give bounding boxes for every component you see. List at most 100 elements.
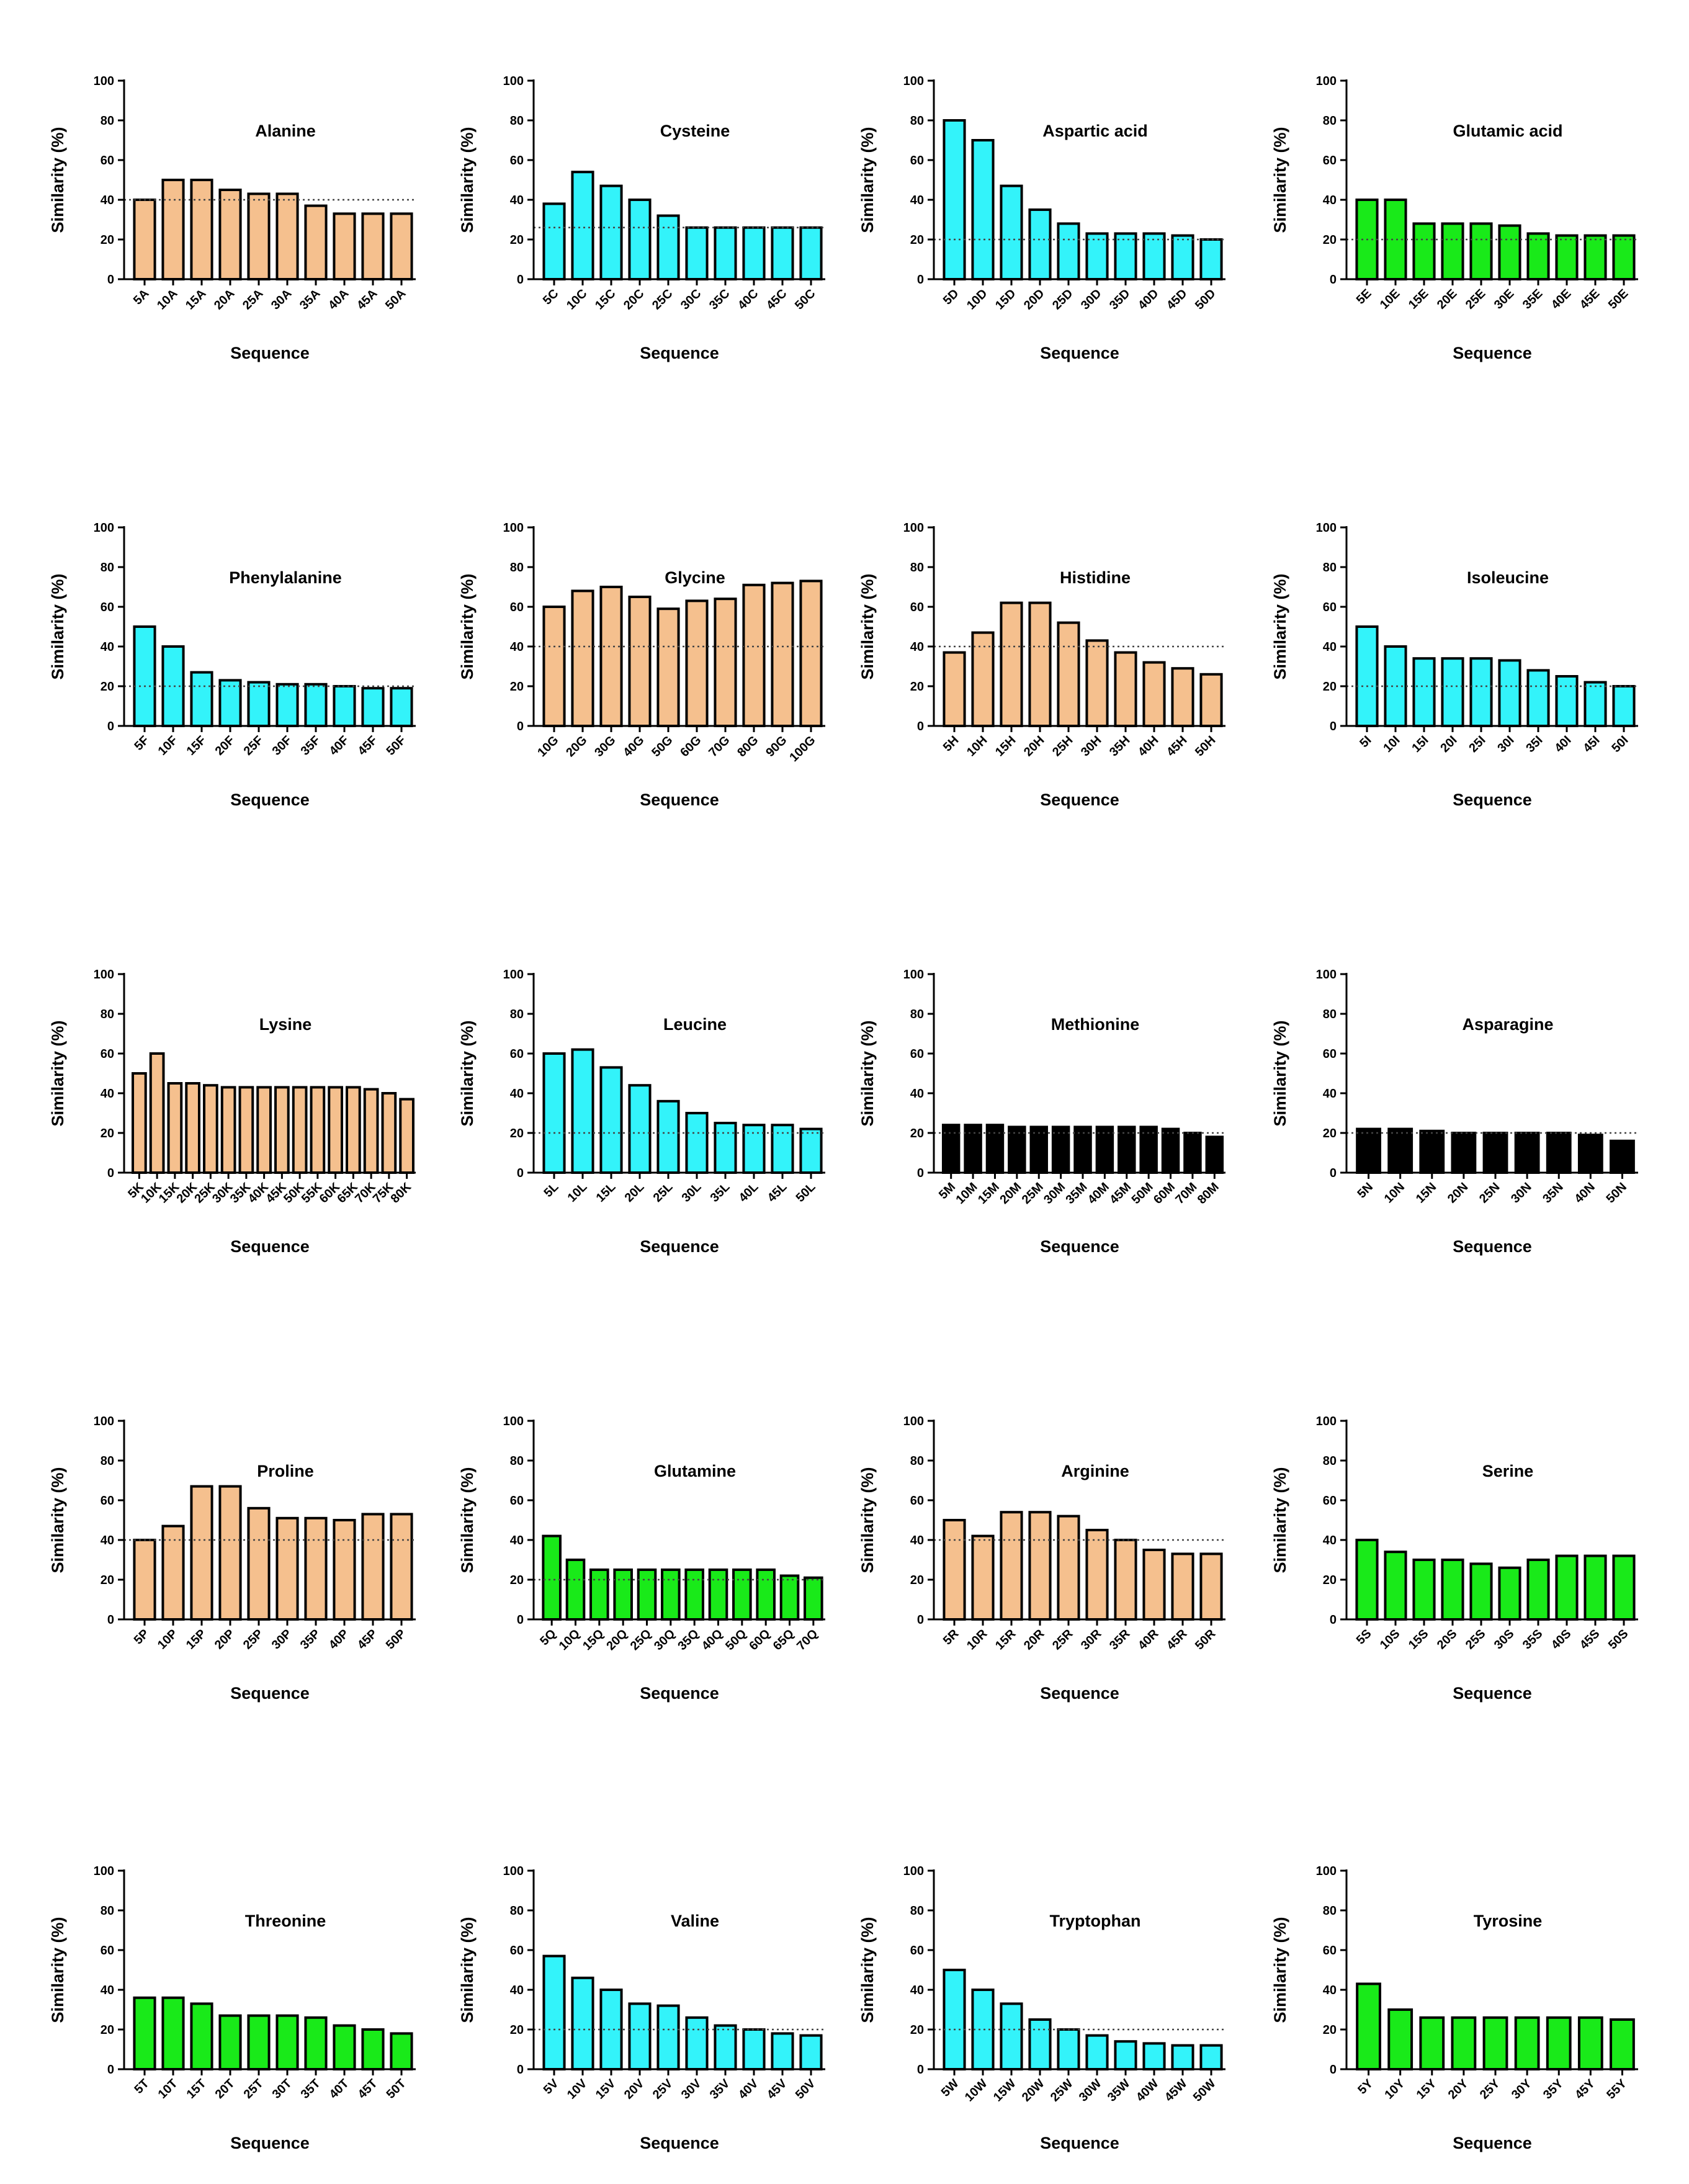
x-tick-label: 40T bbox=[327, 2077, 352, 2101]
y-tick-label: 0 bbox=[917, 2063, 924, 2077]
x-tick-label: 10C bbox=[564, 287, 590, 313]
x-tick-label: 50E bbox=[1606, 287, 1631, 312]
x-tick-label: 45P bbox=[355, 1627, 380, 1652]
bar-30t bbox=[276, 2014, 299, 2071]
y-axis-title: Similarity (%) bbox=[458, 1467, 477, 1573]
x-tick-label: 35E bbox=[1520, 287, 1546, 312]
bar-25n bbox=[1482, 1132, 1508, 1174]
x-tick-label: 40A bbox=[326, 287, 352, 313]
x-tick-label: 30P bbox=[269, 1627, 295, 1652]
chart-title: Methionine bbox=[1051, 1015, 1140, 1034]
x-tick-label: 50M bbox=[1129, 1180, 1156, 1207]
x-tick-label: 25M bbox=[1019, 1180, 1046, 1207]
y-tick-label: 100 bbox=[1316, 521, 1337, 535]
bar-40e bbox=[1555, 234, 1579, 281]
chart-svg: 0 20 40 60 80 100 5V 10V 15V 20V 25V 30V 35V 40V 45V 50… bbox=[458, 1864, 825, 2152]
chart-arginine: 0 20 40 60 80 100 5R 10R 15R 20R 25R 30R 35R 40R 45R 50… bbox=[835, 1384, 1232, 1731]
chart-title: Threonine bbox=[245, 1912, 326, 1930]
y-tick-label: 20 bbox=[101, 680, 114, 694]
x-tick-label: 45F bbox=[356, 733, 380, 758]
x-tick-label: 30A bbox=[269, 287, 295, 313]
x-tick-label: 10P bbox=[155, 1627, 181, 1652]
x-tick-label: 30H bbox=[1078, 733, 1104, 759]
y-tick-label: 100 bbox=[94, 1415, 114, 1428]
x-tick-label: 45M bbox=[1107, 1180, 1134, 1207]
bar-75k bbox=[381, 1092, 397, 1174]
bar-5t bbox=[133, 1996, 156, 2070]
bar-50s bbox=[1612, 1554, 1636, 1621]
chart-title: Asparagine bbox=[1462, 1015, 1553, 1034]
chart-svg: 0 20 40 60 80 100 5P 10P 15P 20P 25P 30P 35P 40P 45P 50… bbox=[48, 1415, 416, 1703]
y-tick-label: 80 bbox=[910, 1904, 924, 1918]
bar-50k bbox=[292, 1086, 308, 1174]
bar-50p bbox=[390, 1513, 413, 1621]
x-tick-label: 35F bbox=[298, 733, 323, 758]
y-tick-label: 100 bbox=[503, 521, 524, 535]
y-tick-label: 80 bbox=[101, 1454, 114, 1468]
y-tick-label: 0 bbox=[1330, 1613, 1337, 1627]
y-axis-title: Similarity (%) bbox=[458, 1917, 477, 2023]
x-tick-label: 5F bbox=[132, 733, 151, 753]
x-tick-label: 10Y bbox=[1382, 2077, 1407, 2102]
x-tick-label: 15A bbox=[183, 287, 209, 313]
x-axis-title: Sequence bbox=[1040, 790, 1119, 809]
y-tick-label: 20 bbox=[101, 233, 114, 247]
y-tick-label: 40 bbox=[910, 1984, 924, 1997]
y-tick-label: 20 bbox=[1323, 680, 1337, 694]
x-tick-label: 35M bbox=[1063, 1180, 1090, 1207]
y-tick-label: 40 bbox=[101, 1534, 114, 1547]
bar-50h bbox=[1199, 673, 1223, 727]
bar-25i bbox=[1469, 657, 1493, 728]
y-tick-label: 80 bbox=[101, 114, 114, 128]
x-tick-label: 45A bbox=[354, 287, 380, 313]
chart-svg: 0 20 40 60 80 100 5N 10N 15N 20N 25N 30N 35N 40N 50N Si… bbox=[1271, 968, 1638, 1256]
x-tick-label: 25V bbox=[650, 2077, 676, 2102]
y-tick-label: 20 bbox=[910, 2023, 924, 2037]
bar-30c bbox=[685, 226, 709, 280]
y-tick-label: 100 bbox=[903, 968, 924, 982]
y-tick-label: 20 bbox=[101, 2023, 114, 2037]
x-tick-label: 50T bbox=[384, 2077, 409, 2101]
y-tick-label: 20 bbox=[101, 1127, 114, 1140]
y-tick-label: 20 bbox=[510, 1573, 524, 1587]
chart-svg: 0 20 40 60 80 100 5W 10W 15W 20W 25W 30W 35W 40W 45W 50… bbox=[858, 1864, 1225, 2152]
chart-phenylalanine: 0 20 40 60 80 100 5F 10F 15F 20F 25F 30F 35F 40F 45F 50… bbox=[25, 490, 422, 838]
x-axis-title: Sequence bbox=[1040, 2134, 1119, 2152]
bar-30r bbox=[1085, 1529, 1109, 1621]
chart-svg: 0 20 40 60 80 100 5D 10D 15D 20D 25D 30D 35D 40D 45D 50… bbox=[858, 74, 1225, 362]
bar-5h bbox=[943, 651, 966, 728]
x-tick-label: 15T bbox=[184, 2077, 209, 2101]
bar-20f bbox=[218, 679, 242, 727]
y-tick-label: 0 bbox=[917, 720, 924, 733]
y-tick-label: 60 bbox=[510, 601, 524, 614]
x-tick-label: 90G bbox=[763, 733, 789, 759]
y-tick-label: 60 bbox=[1323, 1047, 1337, 1061]
x-tick-label: 15F bbox=[184, 733, 209, 758]
x-tick-label: 10N bbox=[1382, 1180, 1408, 1206]
bar-30h bbox=[1085, 639, 1109, 727]
bar-10p bbox=[161, 1524, 185, 1621]
bar-40i bbox=[1555, 675, 1579, 727]
y-axis-title: Similarity (%) bbox=[458, 1020, 477, 1126]
x-tick-label: 50V bbox=[793, 2077, 818, 2102]
chart-svg: 0 20 40 60 80 100 5R 10R 15R 20R 25R 30R 35R 40R 45R 50… bbox=[858, 1415, 1225, 1703]
bar-10a bbox=[161, 179, 185, 280]
bar-10r bbox=[971, 1534, 995, 1621]
x-tick-label: 30V bbox=[679, 2077, 704, 2102]
y-tick-label: 0 bbox=[517, 720, 524, 733]
y-tick-label: 20 bbox=[510, 233, 524, 247]
y-tick-label: 20 bbox=[510, 2023, 524, 2037]
bar-60q bbox=[756, 1569, 776, 1621]
bar-35q bbox=[684, 1569, 704, 1621]
y-tick-label: 60 bbox=[510, 1494, 524, 1508]
bar-40h bbox=[1142, 661, 1166, 728]
y-tick-label: 100 bbox=[503, 1864, 524, 1878]
bar-30a bbox=[276, 192, 299, 280]
y-tick-label: 100 bbox=[503, 74, 524, 88]
y-axis-title: Similarity (%) bbox=[1271, 1467, 1289, 1573]
bar-25k bbox=[203, 1084, 218, 1174]
chart-serine: 0 20 40 60 80 100 5S 10S 15S 20S 25S 30S 35S 40S 45S 50… bbox=[1247, 1384, 1644, 1731]
x-tick-label: 10G bbox=[535, 733, 561, 759]
y-axis-title: Similarity (%) bbox=[858, 1020, 877, 1126]
bar-25t bbox=[247, 2014, 271, 2071]
